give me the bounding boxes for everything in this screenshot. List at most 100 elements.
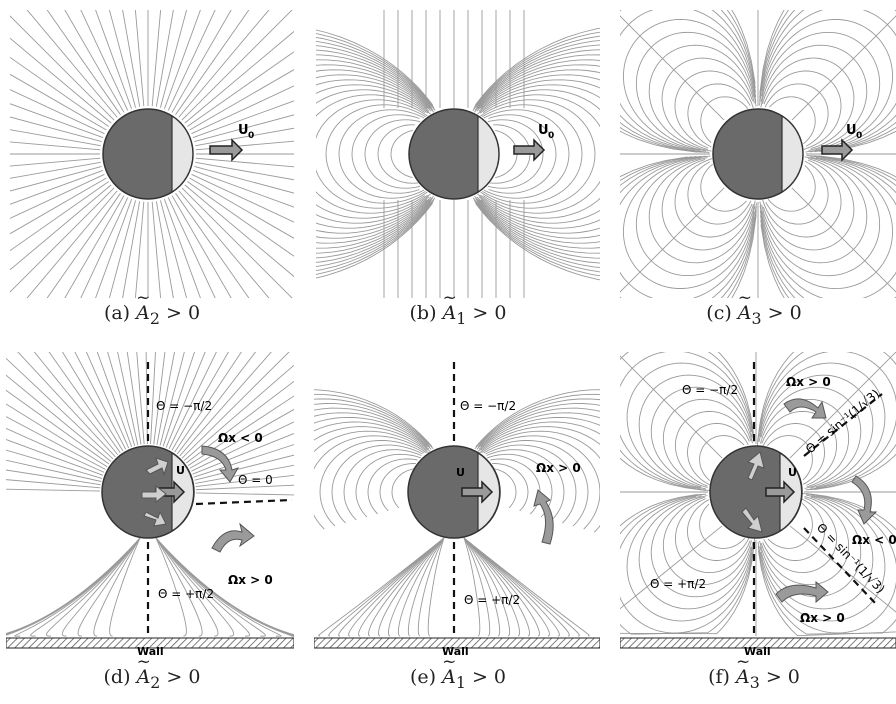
streamline bbox=[185, 380, 294, 464]
streamline bbox=[769, 96, 816, 145]
streamline bbox=[10, 129, 101, 147]
streamline bbox=[648, 44, 755, 152]
streamline bbox=[487, 119, 544, 189]
streamline bbox=[463, 537, 580, 637]
streamline bbox=[153, 352, 166, 445]
streamline bbox=[33, 352, 119, 456]
streamline bbox=[316, 36, 435, 272]
streamline bbox=[184, 30, 294, 124]
streamline bbox=[181, 352, 290, 459]
streamline bbox=[700, 96, 749, 143]
velocity-label: U bbox=[456, 466, 465, 479]
streamline bbox=[80, 10, 129, 111]
streamline bbox=[635, 157, 756, 277]
streamline bbox=[489, 124, 531, 184]
streamline bbox=[478, 398, 600, 446]
dipole-streamlines bbox=[316, 10, 600, 298]
streamline bbox=[318, 537, 445, 637]
streamline bbox=[761, 10, 896, 153]
streamline bbox=[64, 10, 125, 113]
streamline bbox=[759, 496, 862, 598]
streamline bbox=[761, 156, 881, 277]
velocity-subscript: 0 bbox=[548, 131, 554, 141]
streamline bbox=[316, 40, 436, 268]
streamline bbox=[767, 502, 813, 549]
streamline bbox=[463, 537, 491, 637]
streamline bbox=[463, 537, 511, 637]
streamline bbox=[477, 403, 600, 448]
theta-bottom-label: Θ = +π/2 bbox=[158, 587, 214, 601]
streamline bbox=[650, 495, 752, 598]
streamline bbox=[314, 430, 430, 532]
streamline bbox=[6, 427, 105, 473]
streamline bbox=[358, 537, 445, 637]
streamline bbox=[10, 15, 115, 121]
streamline bbox=[481, 435, 600, 530]
streamline bbox=[463, 537, 530, 637]
streamline bbox=[338, 109, 425, 199]
streamline bbox=[620, 10, 757, 151]
streamline bbox=[151, 10, 162, 107]
streamline bbox=[626, 495, 754, 622]
streamline bbox=[314, 407, 432, 450]
streamline bbox=[122, 10, 141, 107]
streamline bbox=[175, 193, 250, 298]
streamline bbox=[474, 31, 600, 277]
streamline bbox=[48, 352, 121, 454]
panel-c: U 0 bbox=[620, 10, 896, 298]
streamline bbox=[191, 85, 294, 135]
streamline bbox=[674, 70, 754, 149]
streamline bbox=[620, 525, 723, 610]
streamline bbox=[620, 10, 757, 153]
streamline bbox=[10, 37, 112, 124]
streamline bbox=[620, 352, 755, 492]
streamline bbox=[61, 537, 141, 637]
streamline bbox=[178, 10, 270, 118]
streamline bbox=[407, 537, 445, 637]
theta-top-label: Θ = −π/2 bbox=[460, 399, 516, 413]
streamline bbox=[192, 100, 294, 139]
streamline bbox=[759, 352, 896, 491]
streamline bbox=[314, 389, 433, 447]
streamline bbox=[159, 352, 185, 446]
streamline bbox=[463, 537, 481, 637]
streamline bbox=[155, 10, 174, 107]
streamline bbox=[620, 493, 755, 635]
streamline bbox=[187, 51, 294, 127]
theta-lower-diag-label: Θ = sin⁻¹(1/√3) bbox=[814, 520, 888, 596]
wall: Wall bbox=[6, 637, 294, 656]
streamline bbox=[10, 187, 115, 293]
streamline bbox=[6, 488, 101, 492]
streamline bbox=[316, 29, 434, 279]
streamline bbox=[109, 537, 141, 637]
streamline bbox=[700, 163, 747, 212]
sphere bbox=[102, 108, 194, 200]
streamline bbox=[10, 173, 105, 219]
streamline bbox=[427, 537, 445, 637]
streamline bbox=[6, 357, 114, 460]
streamline bbox=[759, 157, 896, 298]
streamline bbox=[759, 155, 896, 298]
streamline bbox=[156, 352, 175, 445]
streamline bbox=[492, 463, 529, 512]
theta-bottom-label: Θ = +π/2 bbox=[464, 593, 520, 607]
streamline bbox=[163, 10, 201, 110]
streamline bbox=[6, 537, 141, 634]
streamline bbox=[480, 426, 600, 451]
panel-f-svg: U Θ = −π/2 Θ = +π/2 Θ = sin⁻¹(1/√3) Θ = … bbox=[620, 352, 896, 656]
streamline bbox=[171, 10, 232, 113]
streamline bbox=[316, 49, 433, 259]
omega-right-label: Ωx < 0 bbox=[852, 533, 896, 547]
radial-streamlines bbox=[10, 10, 294, 298]
streamline bbox=[475, 49, 600, 259]
caption-c: (c) A3 > 0 bbox=[612, 288, 896, 328]
streamline bbox=[46, 10, 121, 115]
streamline bbox=[379, 463, 416, 512]
swim-arrow-lower bbox=[741, 507, 763, 533]
streamline bbox=[6, 537, 141, 636]
streamline bbox=[134, 10, 145, 107]
streamline bbox=[195, 484, 294, 491]
streamline bbox=[661, 57, 754, 150]
streamline bbox=[316, 94, 426, 214]
velocity-subscript: 0 bbox=[856, 131, 862, 141]
